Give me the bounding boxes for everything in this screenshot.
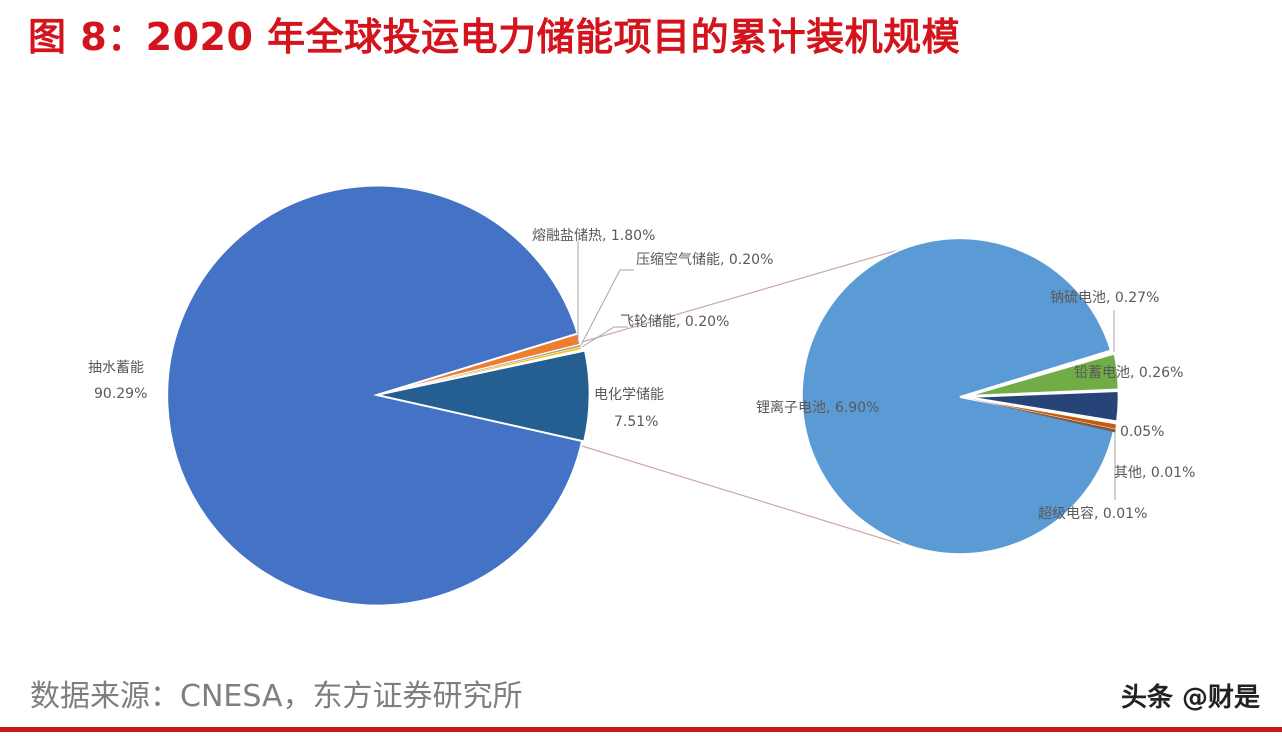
connector-line-top	[581, 247, 906, 343]
label-pumped-hydro-value: 90.29%	[94, 386, 147, 402]
slice-pumped-hydro[interactable]	[166, 184, 584, 607]
label-lead-acid: 铅蓄电池, 0.26%	[1074, 365, 1183, 381]
label-flywheel: 飞轮储能, 0.20%	[620, 314, 729, 330]
label-pumped-hydro-name: 抽水蓄能	[88, 360, 144, 376]
leader-flywheel	[581, 326, 628, 348]
slice-supercapacitor[interactable]	[967, 398, 1116, 433]
label-supercapacitor: 超级电容, 0.01%	[1038, 505, 1147, 522]
label-flow-battery: 0.05%	[1120, 424, 1164, 440]
chart-title: 图 8：2020 年全球投运电力储能项目的累计装机规模	[28, 15, 961, 59]
label-other: 其他, 0.01%	[1114, 465, 1195, 481]
watermark: 头条 @财是	[1120, 683, 1260, 713]
slice-li-ion[interactable]	[800, 237, 1116, 556]
label-molten-salt: 熔融盐储热, 1.80%	[532, 228, 655, 244]
slice-other[interactable]	[967, 398, 1116, 431]
slice-sodium-sulfur[interactable]	[966, 389, 1120, 423]
slice-electrochemical[interactable]	[376, 349, 591, 443]
leader-compressed-air	[580, 269, 634, 346]
slice-flow-battery[interactable]	[966, 397, 1118, 431]
slice-lead-acid[interactable]	[966, 352, 1120, 397]
label-compressed-air: 压缩空气储能, 0.20%	[636, 252, 773, 268]
label-li-ion: 锂离子电池, 6.90%	[756, 399, 879, 416]
label-sodium-sulfur: 钠硫电池, 0.27%	[1050, 290, 1159, 306]
source-note: 数据来源：CNESA，东方证券研究所	[30, 679, 523, 714]
bottom-rule-divider	[0, 727, 1282, 732]
label-electrochemical-value: 7.51%	[614, 414, 658, 430]
connector-line-bottom	[581, 445, 901, 545]
slice-flywheel[interactable]	[376, 346, 582, 396]
label-electrochemical-name: 电化学储能	[594, 387, 664, 403]
